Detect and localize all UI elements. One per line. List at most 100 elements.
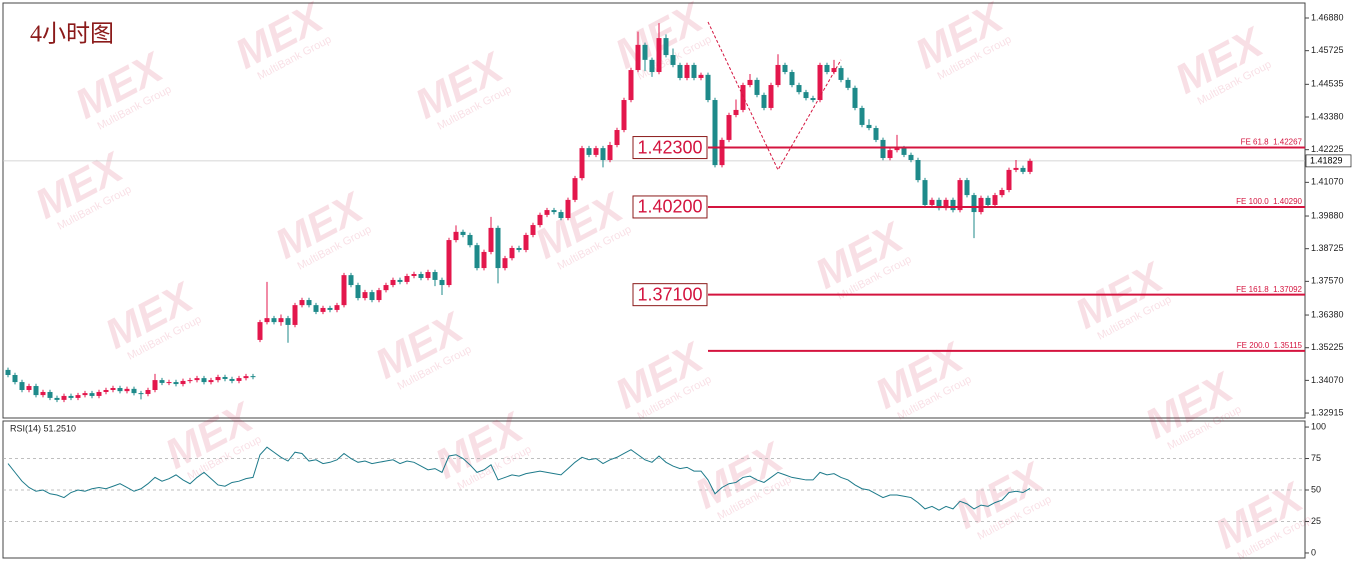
candle-body bbox=[845, 79, 851, 88]
candle-body bbox=[313, 305, 319, 312]
chart-title: 4小时图 bbox=[30, 21, 114, 48]
y-tick-label: 1.46880 bbox=[1311, 12, 1344, 22]
y-tick-label: 1.43380 bbox=[1311, 111, 1344, 121]
candle-body bbox=[194, 378, 200, 381]
candle-body bbox=[943, 199, 949, 209]
candle-body bbox=[467, 234, 473, 246]
candle-body bbox=[831, 68, 837, 73]
candle-body bbox=[110, 388, 116, 390]
candle-body bbox=[747, 79, 753, 86]
candle-body bbox=[782, 64, 788, 73]
y-tick-label: 1.32915 bbox=[1311, 407, 1344, 417]
candle-body bbox=[901, 148, 907, 155]
candle-body bbox=[103, 389, 109, 392]
candle-body bbox=[936, 199, 942, 209]
candle-body bbox=[1013, 167, 1019, 170]
candle-body bbox=[544, 210, 550, 215]
candle-body bbox=[292, 305, 298, 325]
y-tick-label: 1.38725 bbox=[1311, 243, 1344, 253]
candle-body bbox=[187, 380, 193, 382]
candle-body bbox=[957, 180, 963, 211]
y-tick-label: 1.41070 bbox=[1311, 177, 1344, 187]
y-tick-label: 1.42225 bbox=[1311, 144, 1344, 154]
candle-body bbox=[789, 72, 795, 86]
candle-body bbox=[852, 87, 858, 108]
candle-body bbox=[775, 64, 781, 86]
plot: 1.46880 1.45725 1.44535 1.43380 1.42225 1.410… bbox=[3, 12, 1352, 557]
candle-body bbox=[26, 386, 32, 390]
candle-body bbox=[40, 391, 46, 396]
candle-body bbox=[243, 376, 249, 379]
candle-body bbox=[334, 305, 340, 310]
candle-body bbox=[173, 382, 179, 385]
candle-body bbox=[579, 148, 585, 179]
candle-body bbox=[726, 115, 732, 140]
candle-body bbox=[453, 231, 459, 241]
candle-body bbox=[166, 382, 172, 384]
candle-body bbox=[180, 380, 186, 385]
candle-body bbox=[558, 212, 564, 218]
level-label: 1.40200 bbox=[637, 197, 702, 217]
candle-body bbox=[915, 160, 921, 181]
candle-body bbox=[740, 85, 746, 110]
candle-body bbox=[985, 197, 991, 205]
candle-body bbox=[761, 94, 767, 108]
candle-body bbox=[691, 64, 697, 78]
candle-body bbox=[733, 109, 739, 116]
y-tick-label: 1.34070 bbox=[1311, 375, 1344, 385]
candle-body bbox=[999, 189, 1005, 196]
candle-body bbox=[705, 74, 711, 101]
y-tick-label: 1.35225 bbox=[1311, 342, 1344, 352]
candle-body bbox=[607, 145, 613, 161]
candle-body bbox=[320, 307, 326, 312]
candle-body bbox=[362, 292, 368, 299]
candle-body bbox=[600, 148, 606, 161]
candle-body bbox=[285, 318, 291, 325]
candle-body bbox=[754, 79, 760, 95]
candle-body bbox=[327, 307, 333, 310]
candle-body bbox=[1027, 160, 1033, 172]
level-box bbox=[632, 283, 708, 307]
candle-body bbox=[537, 214, 543, 226]
candle-body bbox=[376, 290, 382, 301]
candle-body bbox=[138, 393, 144, 395]
y-tick-label: 1.36380 bbox=[1311, 309, 1344, 319]
level-note: FE 161.8 1.37092 bbox=[1236, 285, 1302, 294]
candle-body bbox=[271, 318, 277, 323]
candle-body bbox=[677, 64, 683, 78]
candle-body bbox=[551, 210, 557, 213]
candle-body bbox=[894, 148, 900, 151]
candle-body bbox=[474, 245, 480, 269]
candle-body bbox=[719, 139, 725, 166]
candle-body bbox=[523, 234, 529, 250]
candle-body bbox=[796, 85, 802, 93]
y-tick-label: 0 bbox=[1311, 547, 1316, 557]
candle-body bbox=[418, 274, 424, 278]
rsi-label: RSI(14) 51.2510 bbox=[10, 423, 76, 433]
candle-body bbox=[530, 225, 536, 235]
candle-body bbox=[411, 274, 417, 276]
candle-body bbox=[439, 279, 445, 286]
candle-body bbox=[768, 85, 774, 108]
candle-body bbox=[397, 279, 403, 282]
candle-body bbox=[12, 375, 18, 383]
candle-body bbox=[460, 231, 466, 235]
candle-body bbox=[355, 285, 361, 299]
level-label: 1.42300 bbox=[637, 137, 702, 157]
candle-body bbox=[663, 38, 669, 56]
candle-body bbox=[117, 388, 123, 392]
candle-body bbox=[516, 247, 522, 250]
candle-body bbox=[887, 150, 893, 159]
y-tick-label: 75 bbox=[1311, 453, 1321, 463]
y-tick-label: 50 bbox=[1311, 484, 1321, 494]
candle-body bbox=[712, 100, 718, 166]
candle-body bbox=[810, 98, 816, 101]
candle-body bbox=[621, 100, 627, 131]
candle-body bbox=[509, 247, 515, 259]
level-note: FE 200.0 1.35115 bbox=[1237, 341, 1303, 350]
candle-body bbox=[929, 199, 935, 205]
candle-body bbox=[341, 275, 347, 306]
candle-body bbox=[222, 376, 228, 379]
candle-body bbox=[159, 380, 165, 383]
